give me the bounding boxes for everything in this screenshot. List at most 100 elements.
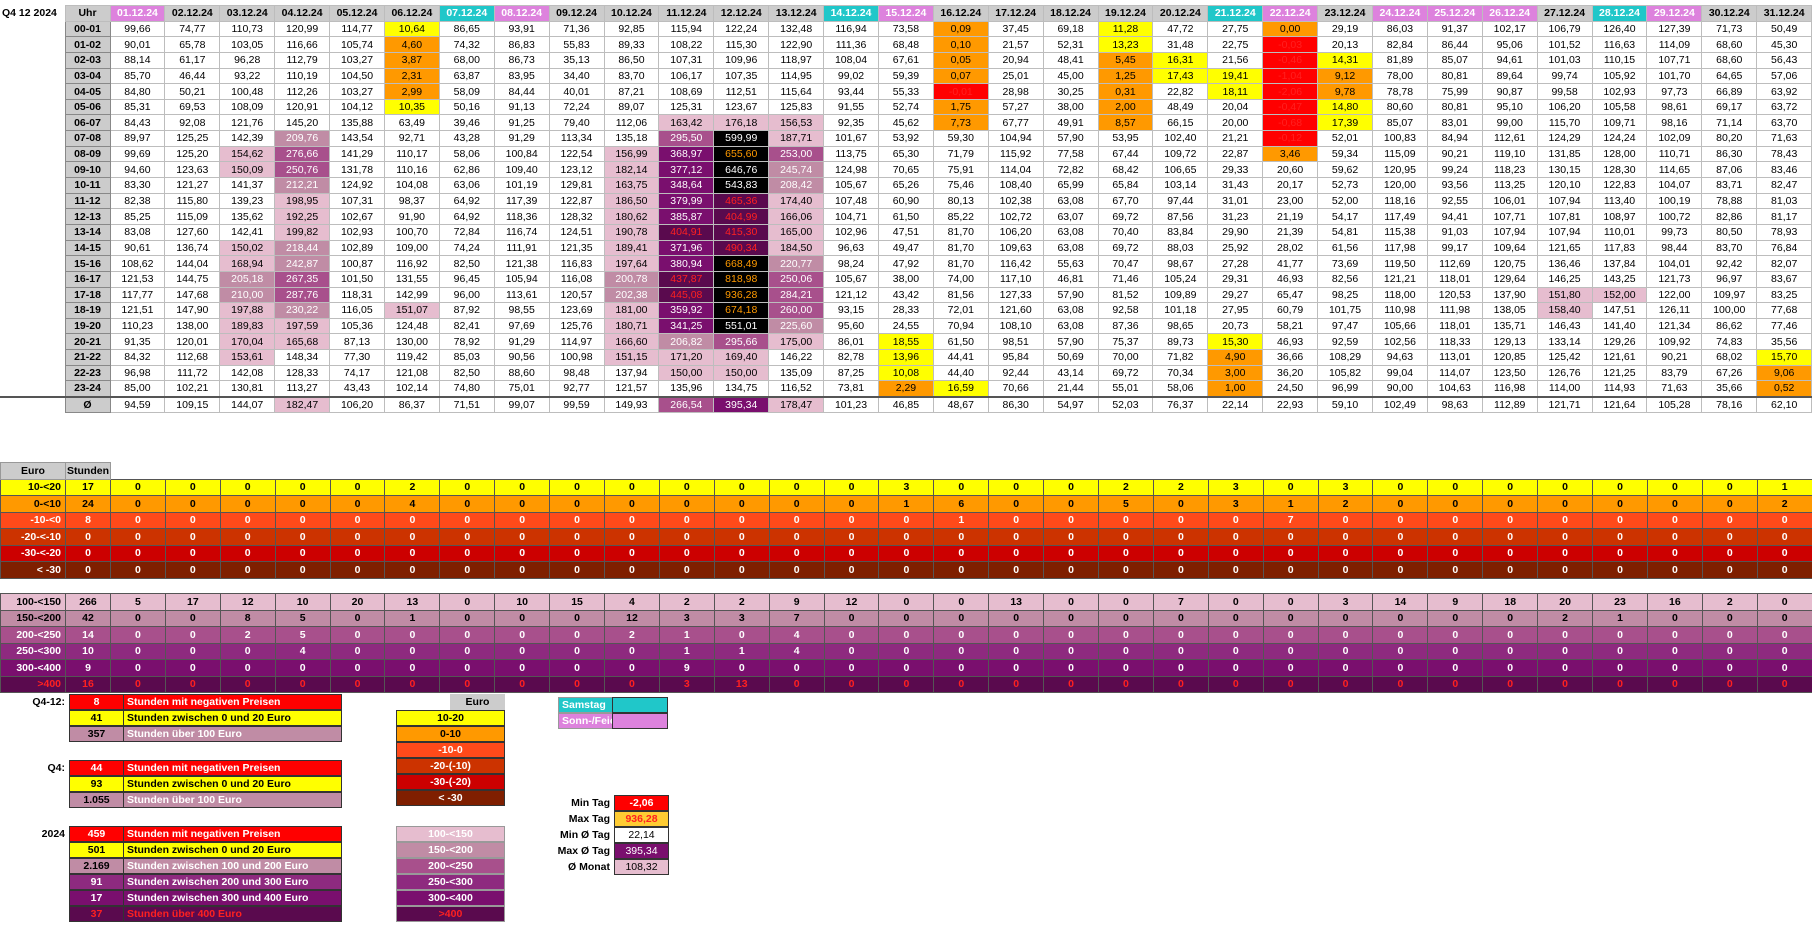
- hour-row: 07-08 89,97 125,25 142,39 209,76 143,54 92,71 4…: [0, 130, 1812, 147]
- price-cell: 87,25: [823, 364, 879, 382]
- q412-neg-text: Stunden mit negativen Preisen: [123, 694, 342, 710]
- price-cell: 35,66: [1701, 380, 1758, 398]
- price-cell: 0,09: [932, 20, 989, 38]
- price-cell: 58,06: [1152, 380, 1209, 398]
- band-count: 0: [219, 642, 276, 660]
- price-cell: 490,34: [713, 239, 770, 257]
- band-count: 2: [713, 593, 770, 611]
- price-cell: 59,39: [877, 67, 934, 85]
- band-row: 300-<400 9 0 0 0 0 0 0 0 0 0 0 9 0 0 0 0 0 0 0 0 0 0 0 0 0 0 0 0 0 0 0 0: [0, 659, 1812, 677]
- price-cell: 98,37: [383, 192, 440, 210]
- band-count: 0: [1043, 626, 1100, 644]
- price-cell: 295,50: [658, 130, 715, 147]
- price-cell: 96,63: [823, 239, 879, 257]
- price-cell: 260,00: [768, 302, 825, 319]
- summary-2024-label: 2024: [41, 828, 65, 840]
- price-cell: 128,00: [1591, 145, 1648, 163]
- price-cell: 82,50: [438, 255, 495, 272]
- band-count: 4: [604, 593, 660, 611]
- band-count: 0: [658, 544, 715, 562]
- band-count: 0: [1427, 561, 1484, 579]
- price-cell: 380,94: [658, 255, 715, 272]
- date-header: 02.12.24: [164, 5, 221, 22]
- price-cell: 105,67: [823, 177, 879, 194]
- price-cell: 93,15: [823, 302, 879, 319]
- band-count: 0: [604, 561, 660, 579]
- price-cell: 20,00: [1207, 114, 1264, 132]
- price-cell: 143,25: [1591, 270, 1648, 288]
- band-count: 10: [494, 593, 551, 611]
- blank-cell: [1702, 463, 1757, 480]
- price-cell: 184,50: [768, 239, 825, 257]
- price-cell: 63,08: [1042, 192, 1099, 210]
- band-count: 0: [1756, 561, 1812, 579]
- price-cell: 28,98: [987, 83, 1044, 100]
- price-cell: 115,30: [713, 36, 770, 53]
- price-cell: 108,09: [219, 98, 276, 116]
- price-cell: 63,08: [1042, 317, 1099, 335]
- hour-row: 18-19 121,51 147,90 197,88 230,22 116,05 151,0…: [0, 302, 1812, 319]
- date-header: 13.12.24: [768, 5, 825, 22]
- price-cell: 96,97: [1701, 270, 1758, 288]
- price-cell: 100,83: [1371, 130, 1428, 147]
- band-count: 13: [713, 675, 770, 693]
- price-cell: 86,44: [1426, 36, 1483, 53]
- date-header: 25.12.24: [1426, 5, 1483, 22]
- price-cell: 119,10: [1481, 145, 1538, 163]
- price-cell: 674,18: [713, 302, 770, 319]
- price-cell: 82,84: [1371, 36, 1428, 53]
- band-count: 0: [549, 642, 606, 660]
- price-cell: 80,81: [1426, 98, 1483, 116]
- band-count: 0: [1317, 609, 1374, 627]
- price-cell: 84,32: [109, 349, 166, 366]
- price-cell: 147,51: [1591, 302, 1648, 319]
- price-cell: 81,89: [1371, 51, 1428, 69]
- band-count: 0: [1043, 659, 1100, 677]
- price-cell: 121,53: [109, 270, 166, 288]
- price-cell: 250,76: [274, 161, 331, 179]
- band-count: 0: [1043, 544, 1100, 562]
- price-cell: 105,82: [1317, 364, 1373, 382]
- band-count: 0: [1646, 561, 1703, 579]
- blank-cell: [111, 463, 166, 480]
- price-cell: 67,26: [1701, 364, 1758, 382]
- q412-neg-count: 8: [69, 694, 124, 710]
- band-count: 0: [1262, 642, 1319, 660]
- price-cell: 112,68: [164, 349, 221, 366]
- price-cell: 92,58: [1097, 302, 1154, 319]
- price-cell: 59,30: [932, 130, 989, 147]
- price-cell: 156,99: [603, 145, 660, 163]
- band-count: 0: [604, 659, 660, 677]
- band-count: 0: [1537, 495, 1594, 513]
- price-cell: 101,03: [1536, 51, 1593, 69]
- price-cell: 0,00: [1262, 20, 1319, 38]
- date-header: 03.12.24: [219, 5, 276, 22]
- price-cell: 208,42: [768, 177, 825, 194]
- band-count: 0: [1592, 561, 1648, 579]
- price-cell: 10,35: [383, 98, 440, 116]
- price-cell: 92,59: [1317, 333, 1373, 351]
- price-cell: 135,62: [219, 208, 276, 225]
- price-cell: 38,00: [1042, 98, 1099, 116]
- price-cell: 94,41: [1426, 208, 1483, 225]
- band-count: 0: [1207, 642, 1264, 660]
- band-count: 0: [1537, 544, 1594, 562]
- band-count: 0: [164, 478, 221, 496]
- price-cell: 71,63: [1646, 380, 1703, 398]
- band-count: 10: [274, 593, 331, 611]
- band-count: 0: [110, 626, 166, 644]
- price-cell: 120,53: [1426, 286, 1483, 304]
- band-count: 1: [1592, 609, 1648, 627]
- band-count: 0: [1372, 626, 1429, 644]
- price-cell: 102,40: [1152, 130, 1209, 147]
- y2024-low-count: 501: [69, 842, 124, 858]
- price-cell: 70,47: [1097, 255, 1154, 272]
- row-spacer: [0, 365, 65, 381]
- price-cell: 190,78: [603, 223, 660, 241]
- price-cell: 139,23: [219, 192, 276, 210]
- price-cell: 107,81: [1536, 208, 1593, 225]
- price-cell: 209,76: [274, 130, 331, 147]
- band-count: 0: [1152, 528, 1209, 546]
- price-cell: 153,61: [219, 349, 276, 366]
- price-cell: 109,71: [1591, 114, 1648, 132]
